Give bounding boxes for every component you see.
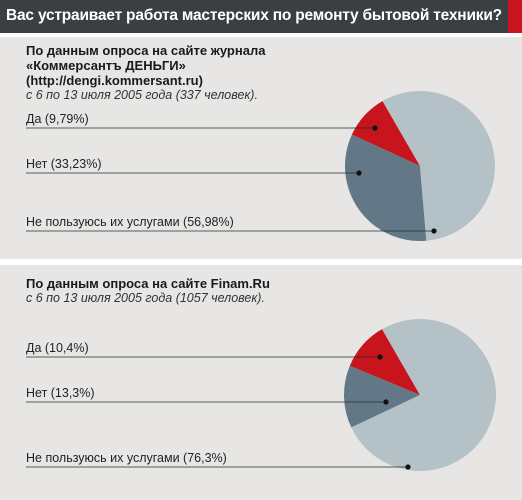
- legend-label-yes: Да (9,79%): [26, 112, 89, 126]
- leader-dot-yes: [377, 354, 383, 360]
- leader-dot-no: [356, 170, 362, 176]
- legend-label-dont-use: Не пользуюсь их услугами (56,98%): [26, 215, 234, 229]
- pie-slice-no: [344, 365, 420, 428]
- leader-dot-dont-use: [431, 228, 437, 234]
- legend-label-yes: Да (10,4%): [26, 341, 89, 355]
- pie-slice-yes: [351, 101, 420, 166]
- pie-chart-2: [26, 318, 496, 471]
- source-line: (http://dengi.kommersant.ru): [26, 73, 203, 88]
- header-bar: Вас устраивает работа мастерских по ремо…: [0, 0, 522, 33]
- accent-bar: [508, 0, 522, 33]
- survey-date: с 6 по 13 июля 2005 года (337 человек).: [26, 88, 258, 102]
- pie-slice-yes: [349, 329, 420, 395]
- pie-slice-dont-use: [382, 91, 496, 241]
- legend-label-dont-use: Не пользуюсь их услугами (76,3%): [26, 451, 227, 465]
- leader-dot-dont-use: [405, 464, 411, 470]
- source-line: По данным опроса на сайте Finam.Ru: [26, 276, 270, 291]
- pie-slice-dont-use: [351, 318, 496, 471]
- legend-label-no: Нет (33,23%): [26, 157, 102, 171]
- legend-label-no: Нет (13,3%): [26, 386, 95, 400]
- leader-dot-no: [383, 399, 389, 405]
- page-title: Вас устраивает работа мастерских по ремо…: [6, 7, 502, 24]
- source-line: По данным опроса на сайте журнала: [26, 43, 266, 58]
- pie-slice-no: [344, 134, 427, 242]
- pie-chart-1: [26, 91, 496, 242]
- survey-date: с 6 по 13 июля 2005 года (1057 человек).: [26, 291, 265, 305]
- source-line: «Коммерсантъ ДЕНЬГИ»: [26, 58, 186, 73]
- leader-dot-yes: [372, 125, 378, 131]
